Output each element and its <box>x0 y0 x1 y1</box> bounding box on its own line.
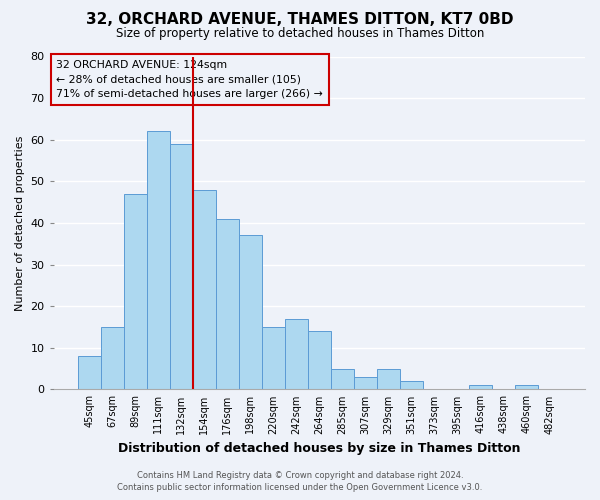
Bar <box>262 327 285 390</box>
Bar <box>170 144 193 390</box>
Text: Size of property relative to detached houses in Thames Ditton: Size of property relative to detached ho… <box>116 28 484 40</box>
Bar <box>308 331 331 390</box>
Text: 32 ORCHARD AVENUE: 124sqm
← 28% of detached houses are smaller (105)
71% of semi: 32 ORCHARD AVENUE: 124sqm ← 28% of detac… <box>56 60 323 100</box>
Bar <box>78 356 101 390</box>
Bar <box>239 236 262 390</box>
Bar <box>216 219 239 390</box>
Bar <box>469 386 492 390</box>
Text: 32, ORCHARD AVENUE, THAMES DITTON, KT7 0BD: 32, ORCHARD AVENUE, THAMES DITTON, KT7 0… <box>86 12 514 28</box>
Text: Contains HM Land Registry data © Crown copyright and database right 2024.
Contai: Contains HM Land Registry data © Crown c… <box>118 471 482 492</box>
Bar <box>285 318 308 390</box>
Bar <box>101 327 124 390</box>
Bar <box>147 132 170 390</box>
Bar <box>400 381 423 390</box>
Y-axis label: Number of detached properties: Number of detached properties <box>15 136 25 310</box>
Bar <box>193 190 216 390</box>
Bar <box>515 386 538 390</box>
Bar <box>354 377 377 390</box>
Bar <box>331 368 354 390</box>
Bar <box>377 368 400 390</box>
X-axis label: Distribution of detached houses by size in Thames Ditton: Distribution of detached houses by size … <box>118 442 521 455</box>
Bar <box>124 194 147 390</box>
